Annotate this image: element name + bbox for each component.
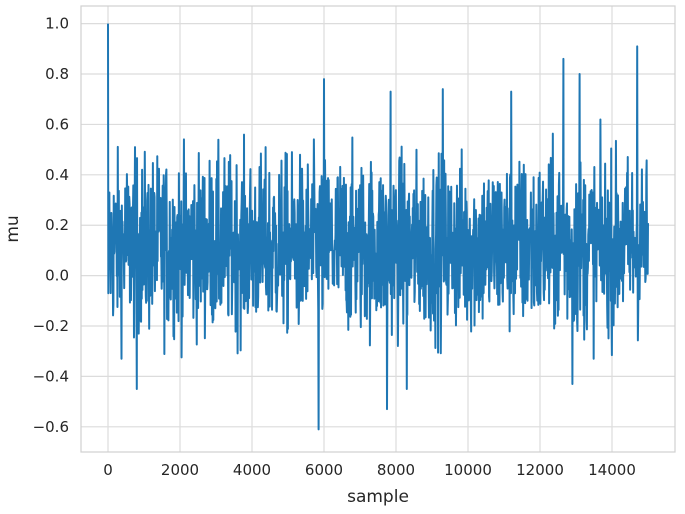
x-tick-label: 2000 bbox=[161, 461, 199, 479]
x-tick-label: 12000 bbox=[516, 461, 564, 479]
grid bbox=[81, 6, 675, 452]
tick-labels: 0 2000 4000 6000 8000 10000 12000 14000 −0.6 −0.4… bbox=[33, 15, 636, 479]
y-tick-label: 0.8 bbox=[45, 65, 69, 83]
x-tick-label: 0 bbox=[103, 461, 113, 479]
y-tick-label: −0.4 bbox=[33, 367, 69, 385]
x-tick-label: 6000 bbox=[305, 461, 343, 479]
y-tick-label: −0.2 bbox=[33, 317, 69, 335]
x-tick-label: 4000 bbox=[233, 461, 271, 479]
y-tick-label: 0.4 bbox=[45, 166, 69, 184]
x-tick-label: 10000 bbox=[444, 461, 492, 479]
y-tick-label: 0.6 bbox=[45, 115, 69, 133]
y-tick-label: 0.2 bbox=[45, 216, 69, 234]
y-axis-label: mu bbox=[3, 215, 23, 242]
x-tick-label: 14000 bbox=[588, 461, 636, 479]
series-line-mu bbox=[107, 23, 649, 431]
y-tick-label: 1.0 bbox=[45, 15, 69, 33]
x-tick-label: 8000 bbox=[377, 461, 415, 479]
series-layer bbox=[107, 23, 649, 431]
x-axis-label: sample bbox=[347, 487, 409, 507]
y-tick-label: −0.6 bbox=[33, 418, 69, 436]
y-tick-label: 0.0 bbox=[45, 267, 69, 285]
plot-frame bbox=[80, 5, 676, 453]
